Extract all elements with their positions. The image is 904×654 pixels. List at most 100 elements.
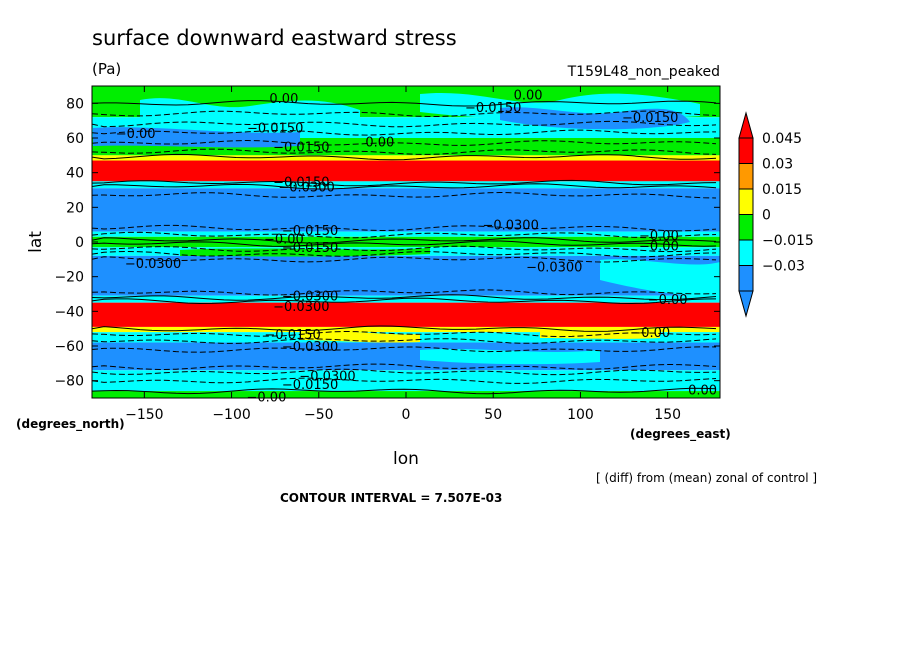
contour-line (91, 231, 717, 239)
legend-label: 0 (762, 208, 771, 224)
contour-line (91, 148, 717, 155)
contour-line (91, 346, 717, 353)
contour-label: −0.0150 (282, 241, 338, 256)
contour-label: −0.00 (264, 233, 304, 248)
contour-label: −0.0150 (273, 141, 329, 156)
contour-label: −0.0150 (622, 111, 678, 126)
x-tick-label: 150 (654, 407, 681, 423)
y-units-label: (degrees_north) (16, 417, 125, 432)
y-tick-label: 60 (66, 131, 84, 147)
contour-line (91, 330, 717, 338)
legend-swatch (738, 265, 754, 292)
color-band (92, 231, 720, 237)
y-tick-label: 40 (66, 166, 84, 182)
contour-label: −0.00 (116, 127, 156, 142)
contour-line (91, 368, 717, 376)
run-label: T159L48_non_peaked (567, 64, 720, 80)
contour-line (91, 250, 717, 258)
color-legend: 0.045 0.03 0.015 0 −0.015 −0.03 (738, 111, 814, 318)
contour-interval: CONTOUR INTERVAL = 7.507E-03 (280, 491, 502, 505)
color-band (92, 342, 720, 371)
contour-label: −0.00 (639, 229, 679, 244)
x-tick-label: −150 (125, 407, 163, 423)
cyan-patch (420, 349, 600, 365)
y-tick-label: −20 (54, 270, 84, 286)
plot-area: 0.00 0.00−0.0150−0.0150−0.0150−0.000.00−0… (91, 85, 721, 405)
color-band (92, 236, 720, 248)
color-band (92, 370, 720, 392)
contour-line (91, 387, 717, 395)
color-band (92, 326, 720, 333)
y-tick-label: −40 (54, 304, 84, 320)
diff-note: [ (diff) from (mean) zonal of control ] (596, 471, 817, 485)
contour-label: −0.0150 (282, 224, 338, 239)
contour-line (91, 240, 717, 247)
contour-line (91, 224, 717, 232)
legend-label: 0.015 (762, 182, 802, 198)
color-band (92, 302, 720, 327)
x-tick-label: −50 (304, 407, 334, 423)
contour-label: 0.00 (365, 135, 394, 150)
legend-swatch (738, 188, 754, 215)
color-band (92, 181, 720, 189)
contour-line (91, 129, 717, 136)
contour-line (91, 256, 717, 263)
cyan-patch (600, 259, 720, 297)
y-axis-label: lat (26, 231, 46, 253)
contour-label: 0.00 (514, 89, 543, 104)
legend-swatch (738, 239, 754, 266)
x-tick-label: −100 (212, 407, 250, 423)
contour-line (91, 294, 717, 301)
contour-label: −0.0150 (247, 122, 303, 137)
contour-label: −0.0150 (465, 101, 521, 116)
contour-line (91, 245, 717, 253)
x-tick-label: 50 (484, 407, 502, 423)
contour-label: 0.00 (688, 383, 717, 398)
contour-line (91, 377, 717, 384)
y-tick-label: 80 (66, 96, 84, 112)
units-label: (Pa) (92, 60, 121, 78)
x-tick-label: 100 (567, 407, 594, 423)
contour-label: −0.00 (648, 293, 688, 308)
contour-line (91, 338, 717, 344)
y-tick-label: 20 (66, 200, 84, 216)
contour-line (91, 120, 717, 128)
contour-line (91, 297, 717, 305)
legend-label: −0.03 (762, 259, 805, 275)
x-axis-label: lon (393, 449, 419, 469)
contour-label: −0.00 (639, 239, 679, 254)
contour-label: −0.0300 (282, 290, 338, 305)
blue-patch (93, 127, 300, 148)
contour-label: −0.0150 (282, 378, 338, 393)
blue-patch (500, 107, 690, 130)
contour-patches (93, 92, 720, 365)
contour-label: −0.0300 (273, 300, 329, 315)
contour-label: −0.0300 (482, 219, 538, 234)
legend-top-arrow (738, 111, 754, 139)
legend-bottom-arrow (738, 290, 754, 318)
contour-line (91, 191, 717, 199)
legend-swatch (738, 214, 754, 241)
y-tick-label: −60 (54, 339, 84, 355)
y-tick-label: −80 (54, 374, 84, 390)
color-band (92, 188, 720, 232)
y-axis: −80 −60 −40 −20 0 20 40 60 80 (54, 96, 720, 390)
contour-label: −0.00 (630, 326, 670, 341)
contour-lines (91, 100, 717, 395)
contour-line (91, 289, 717, 296)
contour-line (91, 179, 717, 187)
color-band (92, 160, 720, 182)
contour-line (91, 110, 717, 117)
legend-swatch (738, 163, 754, 190)
contour-label: −0.0150 (273, 175, 329, 190)
contour-line (91, 153, 717, 161)
contour-label: −0.0300 (299, 369, 355, 384)
contour-label: 0.00 (269, 92, 298, 107)
contour-label: −0.0300 (278, 181, 334, 196)
x-tick-label: 0 (402, 407, 411, 423)
color-band (92, 295, 720, 303)
contour-line (91, 325, 717, 332)
x-axis: −150 −100 −50 0 50 100 150 (125, 86, 681, 423)
contour-label: −0.0150 (264, 328, 320, 343)
contour-label: −0.0300 (526, 260, 582, 275)
